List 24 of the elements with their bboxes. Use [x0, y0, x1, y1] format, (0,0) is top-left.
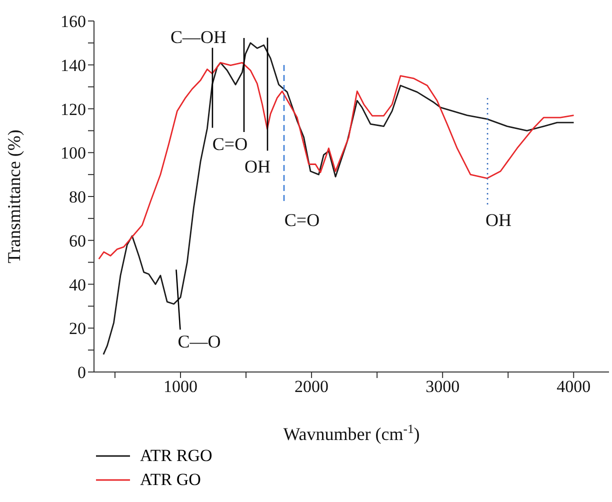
y-tick-label: 120 [60, 100, 86, 119]
annotation: C—O [178, 332, 221, 352]
annotation: C=O [212, 134, 248, 154]
y-tick-label: 20 [69, 319, 86, 338]
y-tick-label: 160 [60, 12, 86, 32]
x-tick-label: 3000 [426, 377, 460, 396]
x-axis-title: Wavnumber (cm$^{-1}$) [283, 422, 420, 444]
annotation: C=O [284, 210, 320, 230]
line-series [98, 62, 574, 260]
annotation: C—OH [170, 26, 226, 47]
y-tick-label: 40 [69, 275, 86, 294]
x-tick-label: 4000 [556, 377, 591, 396]
legend-label: ATR GO [140, 470, 201, 490]
x-tick-label: 1000 [163, 377, 198, 396]
y-tick-label: 100 [60, 144, 86, 163]
y-tick-label: 140 [60, 56, 86, 75]
y-tick-label: 0 [78, 363, 86, 382]
annotation: OH [486, 210, 512, 230]
x-tick-label: 2000 [294, 377, 329, 396]
y-tick-label: 80 [69, 188, 86, 207]
y-tick-label: 60 [69, 231, 86, 250]
line-series [102, 42, 574, 356]
annotation: OH [244, 156, 270, 177]
legend-label: ATR RGO [140, 446, 212, 466]
